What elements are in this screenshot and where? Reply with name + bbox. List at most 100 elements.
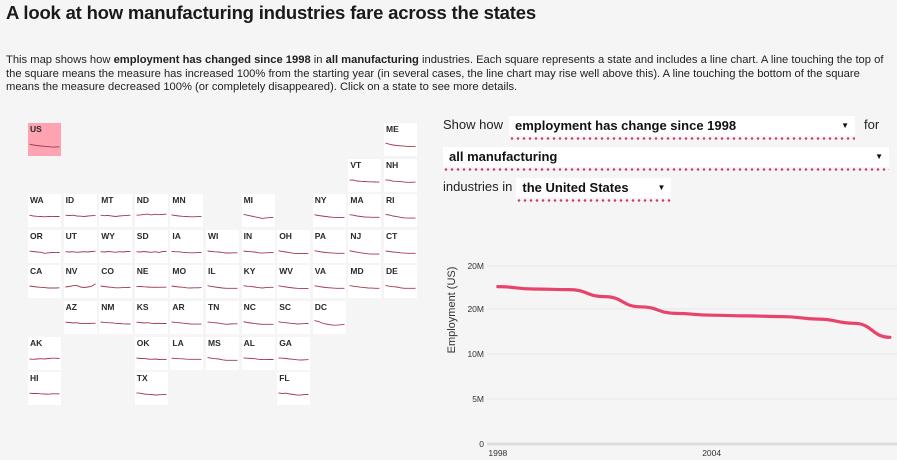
state-tile-label: NY	[314, 195, 327, 206]
state-sparkline	[65, 283, 96, 289]
state-tile-pa[interactable]: PA	[312, 229, 346, 263]
sparkline-path	[385, 179, 416, 183]
state-tile-label: IA	[172, 230, 181, 241]
state-sparkline	[100, 321, 131, 325]
state-tile-ky[interactable]: KY	[241, 265, 275, 299]
state-sparkline	[349, 179, 380, 183]
state-tile-tx[interactable]: TX	[134, 372, 168, 406]
state-tile-va[interactable]: VA	[312, 265, 346, 299]
state-tile-wy[interactable]: WY	[99, 229, 133, 263]
sparkline-path	[243, 214, 274, 220]
state-sparkline	[171, 250, 202, 254]
state-sparkline	[385, 250, 416, 254]
region-control-row: industries in the United States ▼	[443, 178, 672, 202]
state-tile-ma[interactable]: MA	[348, 194, 382, 228]
state-tile-nc[interactable]: NC	[241, 301, 275, 334]
state-sparkline	[29, 250, 60, 254]
state-tile-co[interactable]: CO	[99, 265, 133, 299]
state-tile-mi[interactable]: MI	[241, 194, 275, 228]
state-tile-wv[interactable]: WV	[277, 265, 311, 299]
sparkline-path	[65, 321, 96, 325]
state-tile-ct[interactable]: CT	[384, 229, 417, 263]
state-tile-dc[interactable]: DC	[312, 301, 346, 334]
state-tile-label: VT	[350, 159, 362, 170]
state-tile-ar[interactable]: AR	[170, 301, 204, 334]
region-select[interactable]: the United States ▼	[516, 178, 672, 202]
y-tick-label: 0	[479, 439, 484, 449]
state-tile-in[interactable]: IN	[241, 229, 275, 263]
state-sparkline	[65, 250, 96, 253]
state-tile-label: SD	[136, 230, 149, 241]
state-tile-ny[interactable]: NY	[312, 194, 346, 228]
state-tile-al[interactable]: AL	[241, 336, 275, 370]
state-tile-vt[interactable]: VT	[348, 158, 382, 192]
state-tile-ne[interactable]: NE	[134, 265, 168, 299]
state-sparkline	[29, 214, 60, 218]
state-tile-sd[interactable]: SD	[134, 229, 168, 263]
measure-select[interactable]: employment has change since 1998 ▼	[508, 116, 855, 140]
state-tile-nj[interactable]: NJ	[348, 229, 382, 263]
state-tile-ms[interactable]: MS	[206, 336, 239, 370]
sparkline-path	[29, 392, 60, 395]
state-tile-label: ID	[65, 195, 75, 206]
sparkline-path	[278, 321, 309, 325]
state-tile-mo[interactable]: MO	[170, 265, 204, 299]
dropdown-arrow-icon: ▼	[875, 152, 883, 161]
state-tile-de[interactable]: DE	[384, 265, 417, 299]
state-tile-wa[interactable]: WA	[28, 194, 61, 228]
sparkline-path	[171, 250, 202, 254]
state-sparkline	[171, 357, 202, 360]
state-tile-label: NV	[65, 266, 78, 277]
series-line-0	[496, 285, 892, 339]
state-tile-label: GA	[279, 337, 292, 348]
state-tile-ca[interactable]: CA	[28, 265, 61, 299]
state-tile-or[interactable]: OR	[28, 229, 61, 263]
y-tick-label: 5M	[472, 394, 484, 404]
sparkline-path	[385, 214, 416, 219]
state-sparkline	[385, 142, 416, 148]
state-tile-label: HI	[30, 373, 39, 384]
state-tile-la[interactable]: LA	[170, 336, 204, 370]
state-tile-id[interactable]: ID	[63, 194, 97, 228]
state-tile-sc[interactable]: SC	[277, 301, 311, 334]
state-tile-label: OK	[136, 337, 150, 348]
x-tick-label: 1998	[488, 448, 507, 458]
page-title: A look at how manufacturing industries f…	[6, 2, 536, 23]
state-tile-tn[interactable]: TN	[206, 301, 239, 334]
state-tile-ia[interactable]: IA	[170, 229, 204, 263]
state-tile-fl[interactable]: FL	[277, 372, 311, 406]
sparkline-path	[171, 285, 202, 289]
state-sparkline	[29, 143, 60, 148]
sparkline-path	[136, 321, 167, 324]
state-tile-label: WV	[279, 266, 293, 277]
measure-select-value: employment has change since 1998	[514, 118, 737, 133]
state-tile-us[interactable]: US	[28, 123, 61, 156]
state-tile-label: WY	[101, 230, 115, 241]
state-tile-nh[interactable]: NH	[384, 158, 417, 192]
state-tile-az[interactable]: AZ	[63, 301, 97, 334]
sparkline-path	[314, 285, 345, 290]
state-tile-il[interactable]: IL	[206, 265, 239, 299]
state-tile-me[interactable]: ME	[384, 123, 417, 156]
state-tile-hi[interactable]: HI	[28, 372, 61, 406]
sparkline-path	[243, 285, 274, 289]
state-tile-ut[interactable]: UT	[63, 229, 97, 263]
state-tile-ak[interactable]: AK	[28, 336, 61, 370]
sparkline-path	[136, 286, 167, 289]
state-tile-wi[interactable]: WI	[206, 229, 239, 263]
state-tile-oh[interactable]: OH	[277, 229, 311, 263]
state-sparkline	[243, 285, 274, 289]
state-tile-ri[interactable]: RI	[384, 194, 417, 228]
state-tile-md[interactable]: MD	[348, 265, 382, 299]
state-sparkline	[243, 214, 274, 220]
state-tile-nv[interactable]: NV	[63, 265, 97, 299]
state-tile-ks[interactable]: KS	[134, 301, 168, 334]
industry-select[interactable]: all manufacturing ▼	[443, 147, 889, 171]
state-tile-ok[interactable]: OK	[134, 336, 168, 370]
state-tile-nm[interactable]: NM	[99, 301, 133, 334]
state-tile-nd[interactable]: ND	[134, 194, 168, 228]
state-tile-mt[interactable]: MT	[99, 194, 133, 228]
state-sparkline	[314, 285, 345, 290]
state-tile-ga[interactable]: GA	[277, 336, 311, 370]
state-tile-mn[interactable]: MN	[170, 194, 204, 228]
